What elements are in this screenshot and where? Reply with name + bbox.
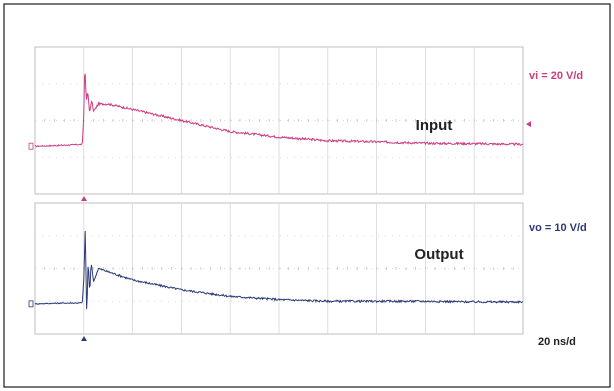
trigger-marker (81, 196, 87, 201)
ground-reference-marker (28, 300, 34, 308)
input-panel (28, 46, 531, 201)
input-scale-label: vi = 20 V/d (529, 70, 583, 82)
input-trace (34, 73, 524, 148)
output-panel (28, 202, 524, 341)
figure-border (3, 3, 611, 388)
time-scale-label: 20 ns/d (538, 336, 576, 348)
output-trace (34, 230, 524, 310)
trigger-marker (81, 336, 87, 341)
trigger-level-marker (526, 121, 531, 128)
output-title: Output (414, 246, 463, 263)
ground-reference-marker (28, 142, 34, 150)
input-title: Input (416, 117, 453, 134)
output-scale-label: vo = 10 V/d (529, 222, 587, 234)
